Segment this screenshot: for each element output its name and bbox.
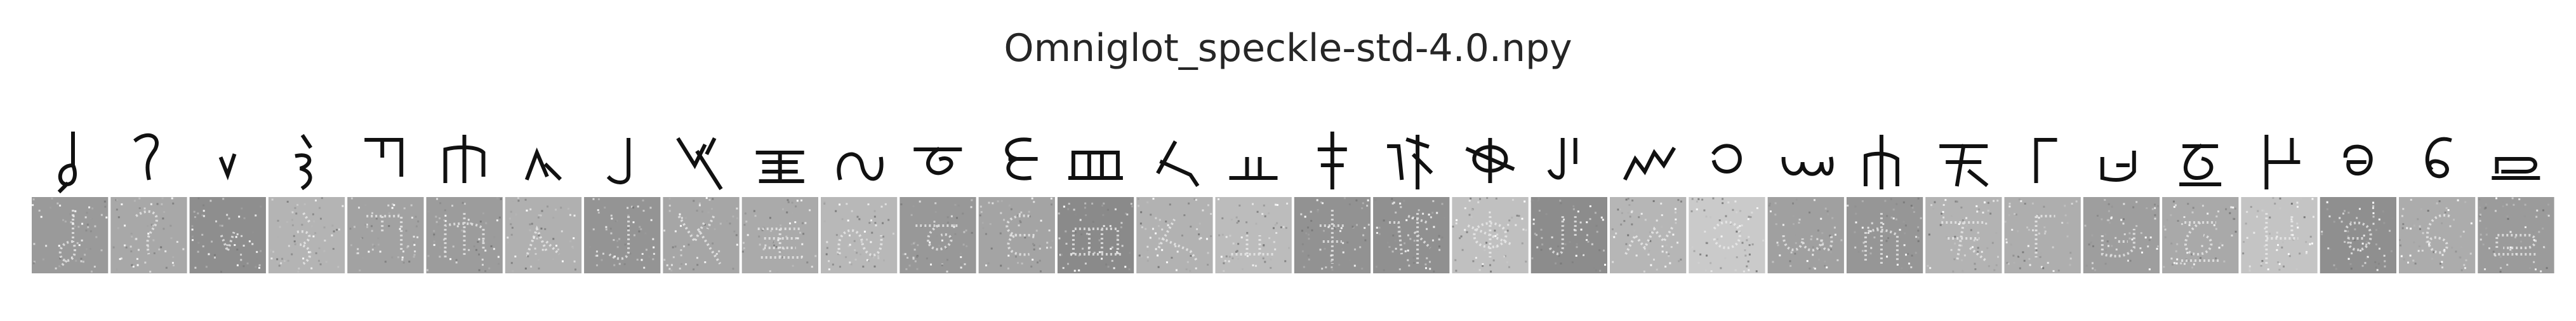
clean-sample-7 [524,147,562,181]
noisy-images-svg [32,197,2554,273]
noisy-sample-6 [426,197,503,273]
noisy-sample-29 [2241,197,2318,273]
noisy-sample-27 [2083,197,2160,273]
noisy-image-row [0,197,2576,321]
noisy-sample-22 [1689,197,1765,273]
clean-sample-13 [1005,137,1038,181]
noisy-sample-5 [347,197,424,273]
noisy-sample-9 [663,197,740,273]
clean-sample-23 [1781,156,1834,176]
noisy-sample-15 [1136,197,1213,273]
clean-sample-2 [133,133,159,181]
noisy-sample-31 [2399,197,2476,273]
clean-sample-6 [443,135,486,183]
clean-sample-21 [1623,146,1676,181]
noisy-sample-8 [584,197,661,273]
noisy-sample-18 [1373,197,1450,273]
clean-sample-17 [1317,132,1347,189]
noisy-sample-24 [1846,197,1923,273]
clean-sample-26 [2034,138,2057,183]
noisy-sample-13 [978,197,1055,273]
noisy-sample-2 [110,197,187,273]
clean-sample-18 [1387,135,1433,189]
figure-title: Omniglot_speckle-std-4.0.npy [1004,26,1572,71]
clean-sample-30 [2343,144,2373,176]
clean-sample-10 [755,151,804,183]
clean-sample-14 [1068,151,1123,180]
clean-sample-4 [295,133,313,191]
noisy-sample-19 [1452,197,1529,273]
clean-image-row [0,121,2576,197]
clean-sample-15 [1156,140,1200,188]
noisy-sample-10 [741,197,818,273]
clean-sample-16 [1229,157,1278,180]
noisy-sample-11 [821,197,898,273]
clean-sample-9 [676,137,723,191]
clean-sample-32 [2492,157,2540,180]
noisy-sample-12 [900,197,976,273]
clean-sample-8 [606,138,631,184]
clean-sample-27 [2100,151,2136,182]
noisy-sample-32 [2478,197,2554,273]
clean-sample-31 [2425,137,2452,179]
noisy-sample-20 [1530,197,1607,273]
clean-sample-22 [1711,144,1742,174]
clean-sample-28 [2179,143,2222,186]
clean-sample-5 [364,138,404,177]
noisy-sample-28 [2162,197,2239,273]
noisy-sample-14 [1057,197,1134,273]
clean-sample-29 [2264,135,2300,189]
noisy-sample-3 [189,197,266,273]
noisy-sample-25 [1925,197,2002,273]
clean-sample-25 [1939,144,1989,188]
noisy-sample-16 [1215,197,1292,273]
noisy-sample-1 [32,197,109,273]
clean-sample-1 [57,132,77,194]
clean-images-svg [57,132,2540,194]
clean-sample-24 [1863,135,1899,189]
noisy-sample-7 [505,197,582,273]
clean-sample-20 [1547,138,1577,180]
noisy-sample-17 [1294,197,1371,273]
noisy-sample-4 [268,197,345,273]
noisy-sample-30 [2320,197,2396,273]
clean-sample-19 [1465,138,1515,183]
noisy-sample-23 [1767,197,1844,273]
clean-sample-12 [913,146,962,175]
clean-sample-11 [837,152,884,181]
noisy-sample-26 [2004,197,2081,273]
clean-sample-3 [218,153,237,181]
noisy-sample-21 [1610,197,1687,273]
